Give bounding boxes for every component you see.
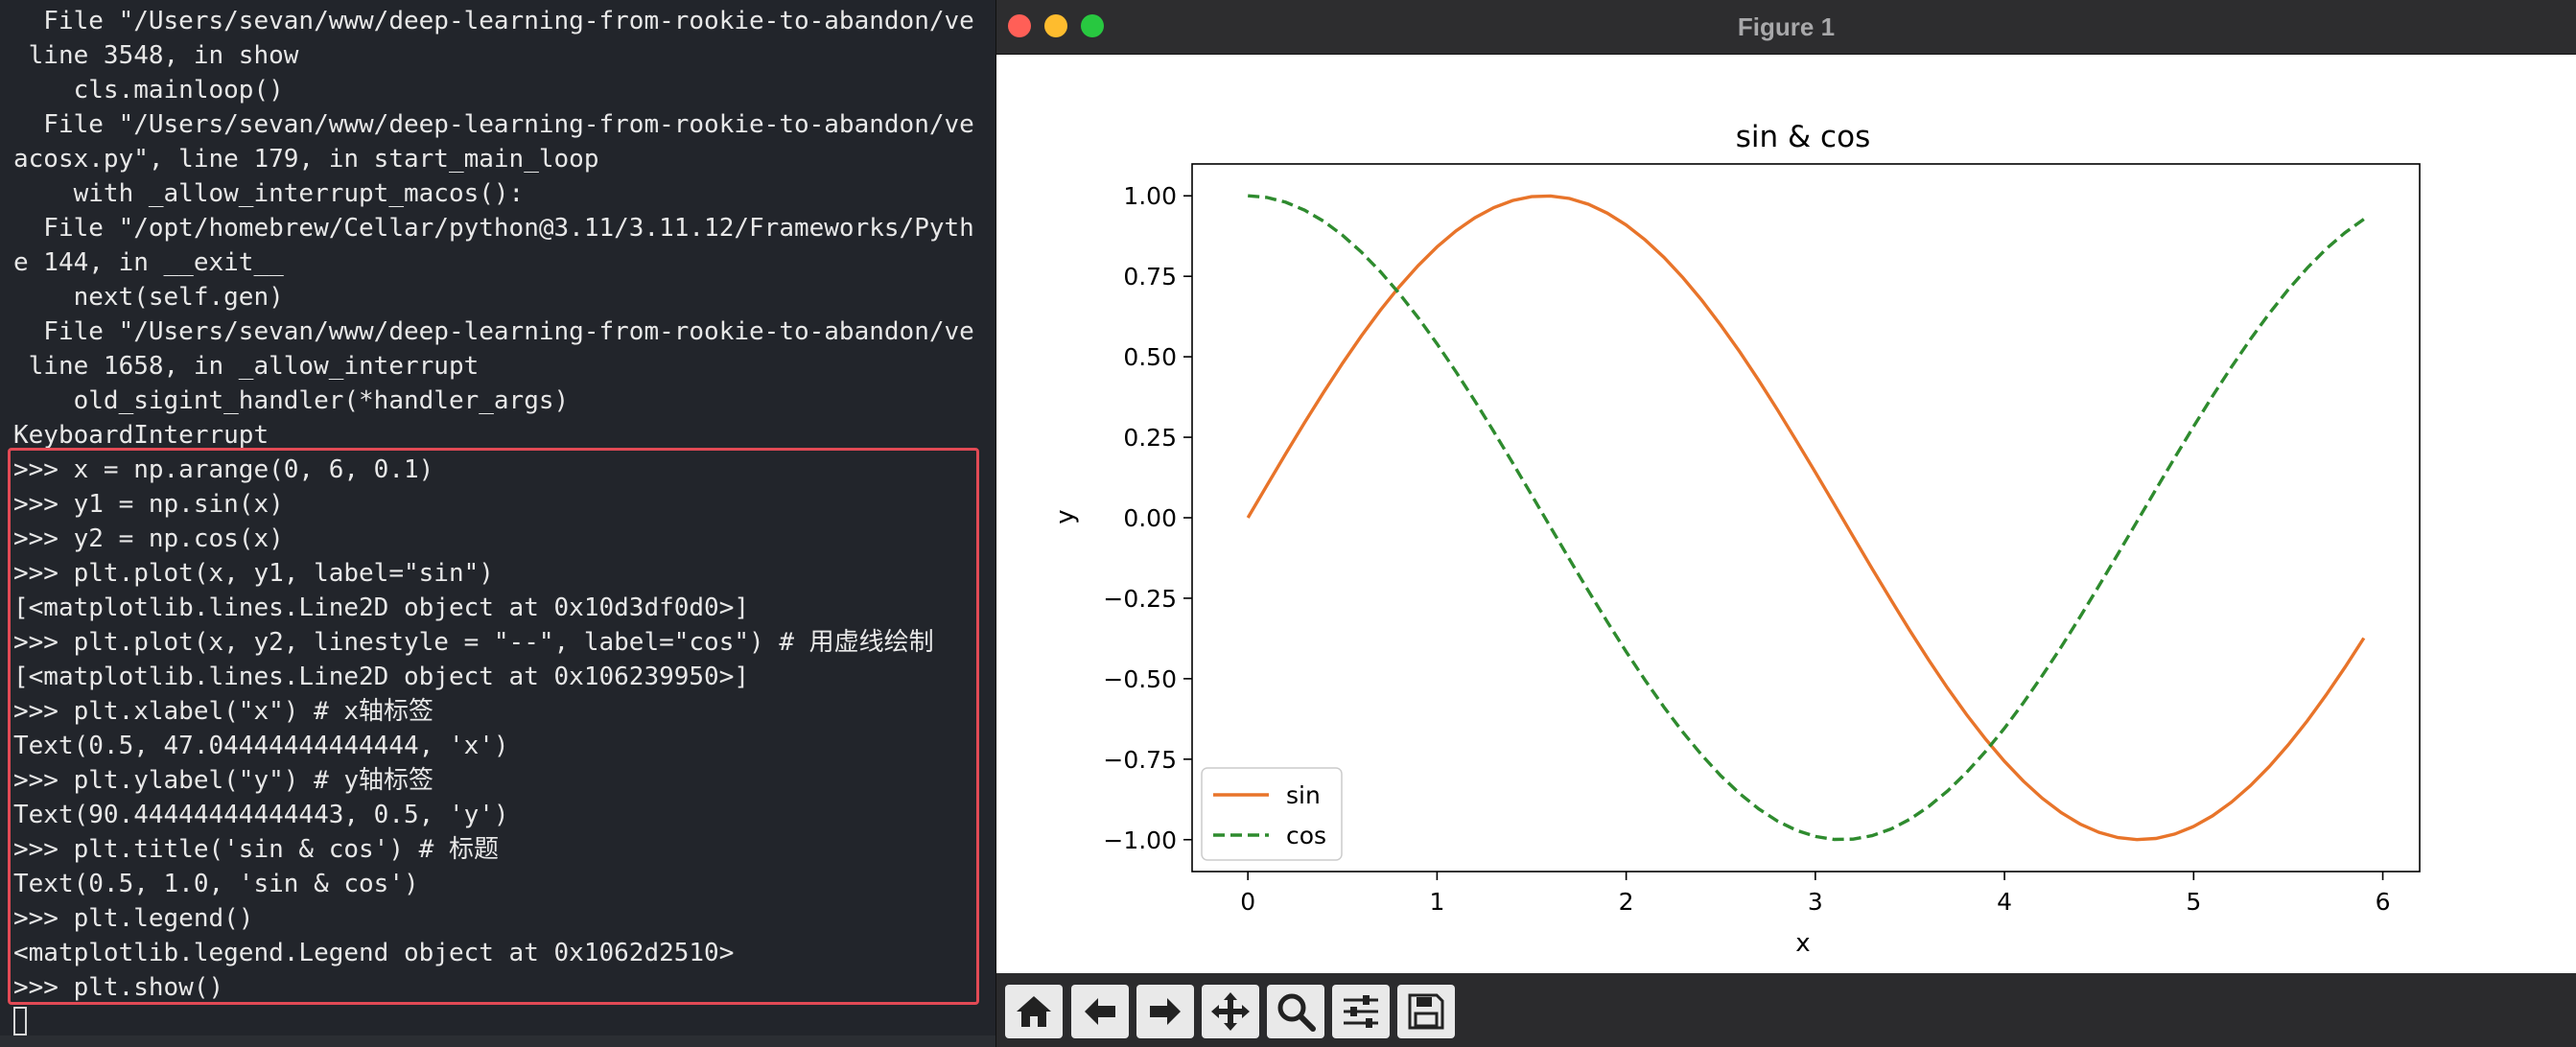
- x-tick-label: 5: [2186, 888, 2201, 916]
- terminal-status-bar: [0, 1035, 997, 1047]
- pan-button[interactable]: [1202, 985, 1259, 1038]
- forward-button[interactable]: [1136, 985, 1194, 1038]
- home-button[interactable]: [1005, 985, 1063, 1038]
- y-tick-label: 0.75: [1123, 263, 1177, 291]
- window-titlebar[interactable]: Figure 1: [996, 0, 2576, 55]
- axes-frame: [1191, 163, 2421, 872]
- arrow-left-icon: [1085, 998, 1115, 1025]
- terminal-line: next(self.gen): [13, 283, 284, 312]
- terminal-line: >>> plt.title('sin & cos') # 标题: [13, 835, 499, 864]
- plot-canvas[interactable]: 0 1 2 3 4 5 6 1.00 0.75 0.50 0.25 0.00 −0.25 −0.50 −0.…: [996, 55, 2576, 973]
- x-tick-label: 6: [2376, 888, 2391, 916]
- legend-frame: [1201, 767, 1343, 861]
- terminal-line: >>> x = np.arange(0, 6, 0.1): [13, 455, 434, 484]
- close-window-button[interactable]: [1008, 14, 1031, 37]
- terminal-line: File "/Users/sevan/www/deep-learning-fro…: [13, 110, 974, 139]
- terminal-line: File "/Users/sevan/www/deep-learning-fro…: [13, 7, 974, 35]
- terminal-line: <matplotlib.legend.Legend object at 0x10…: [13, 939, 735, 967]
- y-tick-label: −1.00: [1103, 826, 1177, 854]
- y-tick-label: 1.00: [1123, 182, 1177, 210]
- minimize-window-button[interactable]: [1044, 14, 1067, 37]
- terminal-line: File "/Users/sevan/www/deep-learning-fro…: [13, 317, 974, 346]
- x-tick-label: 2: [1619, 888, 1634, 916]
- figure-toolbar: [996, 973, 2576, 1047]
- y-axis-label: y: [1051, 509, 1080, 524]
- sliders-icon: [1344, 995, 1378, 1028]
- terminal-line: acosx.py", line 179, in start_main_loop: [13, 145, 599, 174]
- terminal-line: File "/opt/homebrew/Cellar/python@3.11/3…: [13, 214, 974, 243]
- save-button[interactable]: [1397, 985, 1455, 1038]
- terminal-line: Text(0.5, 1.0, 'sin & cos'): [13, 870, 419, 898]
- terminal-line: Text(0.5, 47.04444444444444, 'x'): [13, 732, 509, 760]
- terminal-line: line 3548, in show: [13, 41, 299, 70]
- x-axis-label: x: [1795, 929, 1810, 958]
- terminal-line: e 144, in __exit__: [13, 248, 284, 277]
- magnifier-icon: [1277, 993, 1316, 1032]
- terminal-line: >>> y2 = np.cos(x): [13, 524, 284, 553]
- terminal-line: line 1658, in _allow_interrupt: [13, 352, 480, 381]
- terminal-window[interactable]: File "/Users/sevan/www/deep-learning-fro…: [0, 0, 997, 1047]
- terminal-cursor[interactable]: [13, 1007, 27, 1035]
- terminal-line: Text(90.44444444444443, 0.5, 'y'): [13, 801, 509, 829]
- y-tick-label: 0.50: [1123, 343, 1177, 371]
- x-tick-label: 3: [1808, 888, 1823, 916]
- y-tick-label: 0.00: [1123, 504, 1177, 532]
- legend-label-cos: cos: [1286, 822, 1326, 849]
- terminal-line: >>> plt.xlabel("x") # x轴标签: [13, 697, 434, 726]
- home-icon: [1017, 996, 1051, 1027]
- series-line-cos: [1248, 194, 2365, 842]
- terminal-line: >>> plt.plot(x, y1, label="sin"): [13, 559, 494, 588]
- terminal-line: cls.mainloop(): [13, 76, 284, 105]
- figure-window[interactable]: Figure 1 0 1 2 3 4 5 6 1.00 0.75 0.50 0.25 0.00 −0.2…: [995, 0, 2576, 1047]
- terminal-line: >>> y1 = np.sin(x): [13, 490, 284, 519]
- window-title: Figure 1: [1737, 12, 1836, 41]
- maximize-window-button[interactable]: [1081, 14, 1104, 37]
- chart-legend: sin cos: [1201, 767, 1343, 861]
- series-line-sin: [1246, 194, 2366, 842]
- y-tick-label: −0.50: [1103, 665, 1177, 693]
- terminal-line: old_sigint_handler(*handler_args): [13, 386, 570, 415]
- terminal-line: >>> plt.ylabel("y") # y轴标签: [13, 766, 434, 795]
- terminal-line: with _allow_interrupt_macos():: [13, 179, 525, 208]
- terminal-line: >>> plt.show(): [13, 973, 224, 1002]
- x-tick-label: 4: [1997, 888, 2012, 916]
- configure-subplots-button[interactable]: [1332, 985, 1390, 1038]
- terminal-line: [<matplotlib.lines.Line2D object at 0x10…: [13, 593, 750, 622]
- y-tick-label: −0.75: [1103, 746, 1177, 774]
- legend-label-sin: sin: [1286, 781, 1321, 809]
- y-tick-label: −0.25: [1103, 585, 1177, 613]
- zoom-button[interactable]: [1267, 985, 1324, 1038]
- move-icon: [1211, 992, 1250, 1031]
- arrow-right-icon: [1150, 998, 1181, 1025]
- terminal-output: File "/Users/sevan/www/deep-learning-fro…: [13, 4, 997, 1005]
- terminal-line: >>> plt.plot(x, y2, linestyle = "--", la…: [13, 628, 934, 657]
- y-tick-label: 0.25: [1123, 424, 1177, 452]
- back-button[interactable]: [1071, 985, 1129, 1038]
- line-chart: 0 1 2 3 4 5 6 1.00 0.75 0.50 0.25 0.00 −0.25 −0.50 −0.…: [1051, 120, 2421, 958]
- x-tick-label: 0: [1240, 888, 1255, 916]
- chart-title: sin & cos: [1736, 120, 1870, 154]
- terminal-line: [<matplotlib.lines.Line2D object at 0x10…: [13, 663, 750, 691]
- x-tick-label: 1: [1429, 888, 1444, 916]
- terminal-line: KeyboardInterrupt: [13, 421, 269, 450]
- floppy-disk-icon: [1408, 993, 1444, 1030]
- terminal-line: >>> plt.legend(): [13, 904, 254, 933]
